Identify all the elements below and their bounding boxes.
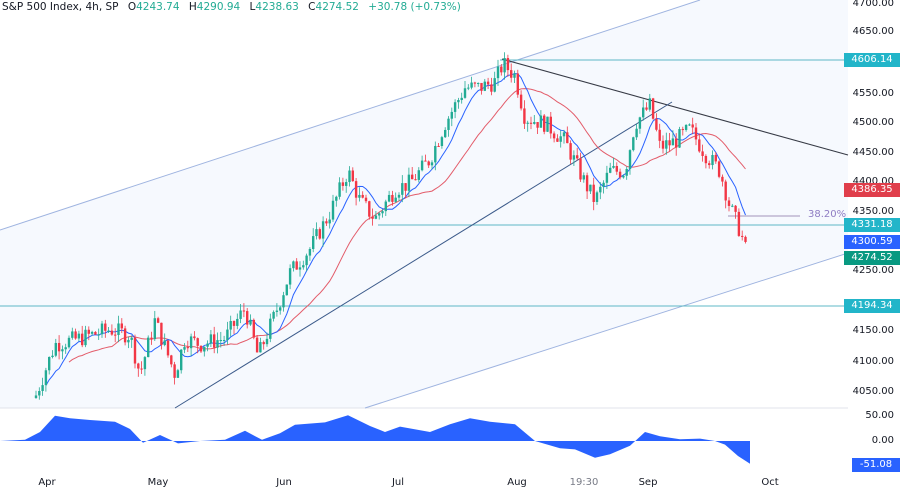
- close-label: C: [308, 1, 316, 13]
- osc-tick-label: 0.00: [871, 435, 894, 446]
- candlesticks: [34, 52, 747, 400]
- open-value: 4243.74: [136, 1, 180, 13]
- price-tick-label: 4350.00: [852, 206, 894, 217]
- up-trendline[interactable]: [174, 101, 673, 409]
- price-tick-label: 4550.00: [852, 88, 894, 99]
- high-label: H: [188, 1, 197, 13]
- time-tick-label: Oct: [761, 477, 779, 488]
- channel-area: [0, 0, 848, 408]
- time-tick-label: May: [147, 477, 169, 488]
- time-tick-label: Jun: [276, 477, 292, 488]
- osc-value-tag: -51.08: [852, 458, 900, 472]
- close-value: 4274.52: [315, 1, 359, 13]
- price-tag: 4194.34: [844, 299, 900, 313]
- change-value: +30.78 (+0.73%): [368, 1, 461, 13]
- time-tick-label: Aug: [507, 477, 527, 488]
- price-tick-label: 4500.00: [852, 117, 894, 128]
- price-tick-label: 4250.00: [852, 265, 894, 276]
- symbol-legend: S&P 500 Index, 4h, SP O4243.74 H4290.94 …: [2, 1, 461, 13]
- down-trendline[interactable]: [501, 58, 849, 156]
- price-tick-label: 4650.00: [852, 26, 894, 37]
- time-tick-label: Apr: [38, 477, 56, 488]
- low-value: 4238.63: [255, 1, 299, 13]
- price-tag: 4274.52: [844, 251, 900, 265]
- time-tick-label: 19:30: [569, 477, 599, 488]
- channel-lower-line[interactable]: [364, 252, 849, 409]
- price-tick-label: 4100.00: [852, 356, 894, 367]
- time-tick-label: Sep: [638, 477, 658, 488]
- price-tag: 4331.18: [844, 218, 900, 232]
- time-tick-label: Jul: [391, 477, 405, 488]
- drawing-lines[interactable]: [0, 0, 849, 409]
- price-tag: 4386.35: [844, 183, 900, 197]
- channel-fill: [0, 0, 848, 408]
- slow-ma-line: [68, 88, 746, 363]
- fib-level-label: 38.20%: [808, 209, 847, 220]
- open-label: O: [127, 1, 137, 13]
- oscillator-pane: [0, 415, 750, 464]
- symbol-title: S&P 500 Index, 4h, SP: [2, 1, 119, 13]
- oscillator-area: [0, 415, 750, 464]
- low-label: L: [249, 1, 256, 13]
- osc-tick-label: 50.00: [865, 410, 894, 421]
- price-tick-label: 4450.00: [852, 147, 894, 158]
- price-tag: 4606.14: [844, 53, 900, 67]
- channel-upper-line[interactable]: [0, 0, 701, 231]
- price-tag: 4300.59: [844, 235, 900, 249]
- price-tick-label: 4700.00: [852, 0, 894, 9]
- price-tick-label: 4050.00: [852, 386, 894, 397]
- price-tick-label: 4400.00: [852, 176, 894, 187]
- high-value: 4290.94: [196, 1, 241, 13]
- price-tick-label: 4150.00: [852, 325, 894, 336]
